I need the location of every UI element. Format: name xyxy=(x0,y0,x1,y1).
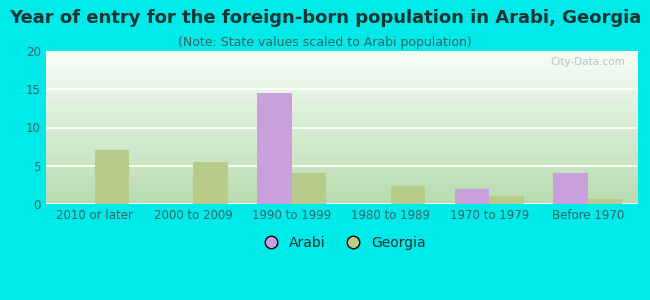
Bar xyxy=(292,172,326,204)
Bar xyxy=(95,151,129,204)
Bar xyxy=(391,186,425,204)
Bar xyxy=(588,199,622,204)
Text: (Note: State values scaled to Arabi population): (Note: State values scaled to Arabi popu… xyxy=(178,36,472,49)
Bar xyxy=(194,162,228,204)
Bar xyxy=(489,196,524,204)
Legend: Arabi, Georgia: Arabi, Georgia xyxy=(251,230,432,255)
Bar xyxy=(553,173,588,204)
Text: City-Data.com: City-Data.com xyxy=(551,57,625,67)
Bar xyxy=(454,189,489,204)
Text: Year of entry for the foreign-born population in Arabi, Georgia: Year of entry for the foreign-born popul… xyxy=(9,9,641,27)
Bar xyxy=(257,93,292,204)
